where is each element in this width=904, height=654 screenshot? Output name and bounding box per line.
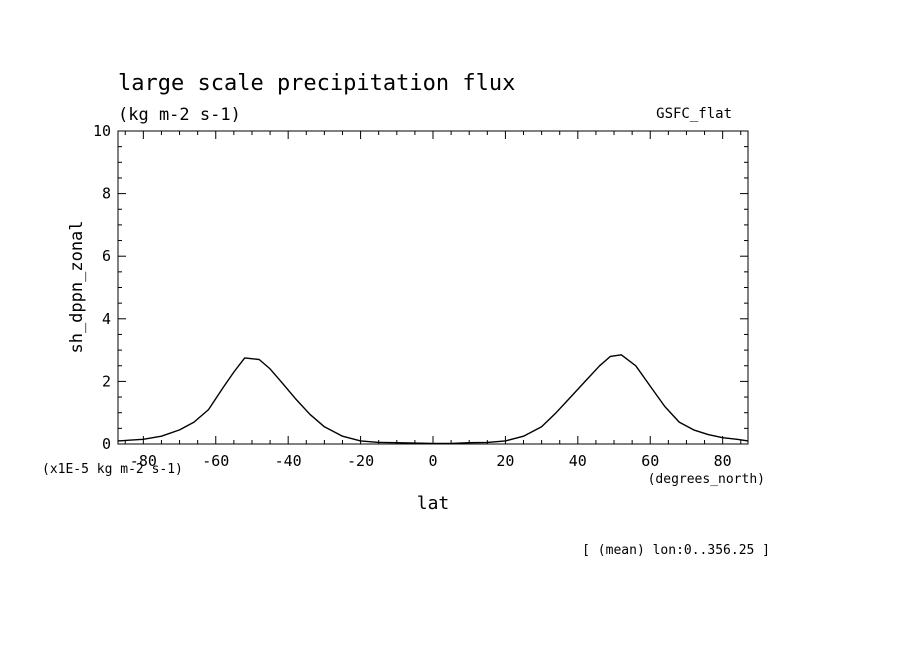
chart-subtitle: (kg m-2 s-1) <box>118 105 241 125</box>
x-axis-label: lat <box>417 493 450 514</box>
y-tick-label: 0 <box>102 435 111 453</box>
x-tick-label: 40 <box>569 452 587 470</box>
x-axis: -80 -60 -40 -20 0 20 40 60 80 <box>124 131 742 470</box>
y-axis: 0 2 4 6 8 10 <box>93 122 748 453</box>
chart-tag: GSFC_flat <box>656 106 732 122</box>
x-unit-label: (degrees_north) <box>648 472 765 487</box>
x-tick-label: -80 <box>130 452 157 470</box>
y-axis-label: sh_dppn_zonal <box>67 220 87 353</box>
x-tick-label: 80 <box>714 452 732 470</box>
y-tick-label: 4 <box>102 310 111 328</box>
y-tick-label: 10 <box>93 122 111 140</box>
x-tick-label: -40 <box>275 452 302 470</box>
x-tick-label: 0 <box>428 452 437 470</box>
y-tick-label: 8 <box>102 185 111 203</box>
series-line <box>117 354 749 445</box>
y-tick-label: 6 <box>102 247 111 265</box>
footer-note: [ (mean) lon:0..356.25 ] <box>582 543 770 558</box>
chart-title: large scale precipitation flux <box>118 71 515 96</box>
x-tick-label: 60 <box>641 452 659 470</box>
x-tick-label: -60 <box>202 452 229 470</box>
series-layer <box>117 354 749 445</box>
x-tick-label: 20 <box>496 452 514 470</box>
y-unit-label: (x1E-5 kg m-2 s-1) <box>42 462 183 477</box>
y-tick-label: 2 <box>102 372 111 390</box>
x-tick-label: -20 <box>347 452 374 470</box>
